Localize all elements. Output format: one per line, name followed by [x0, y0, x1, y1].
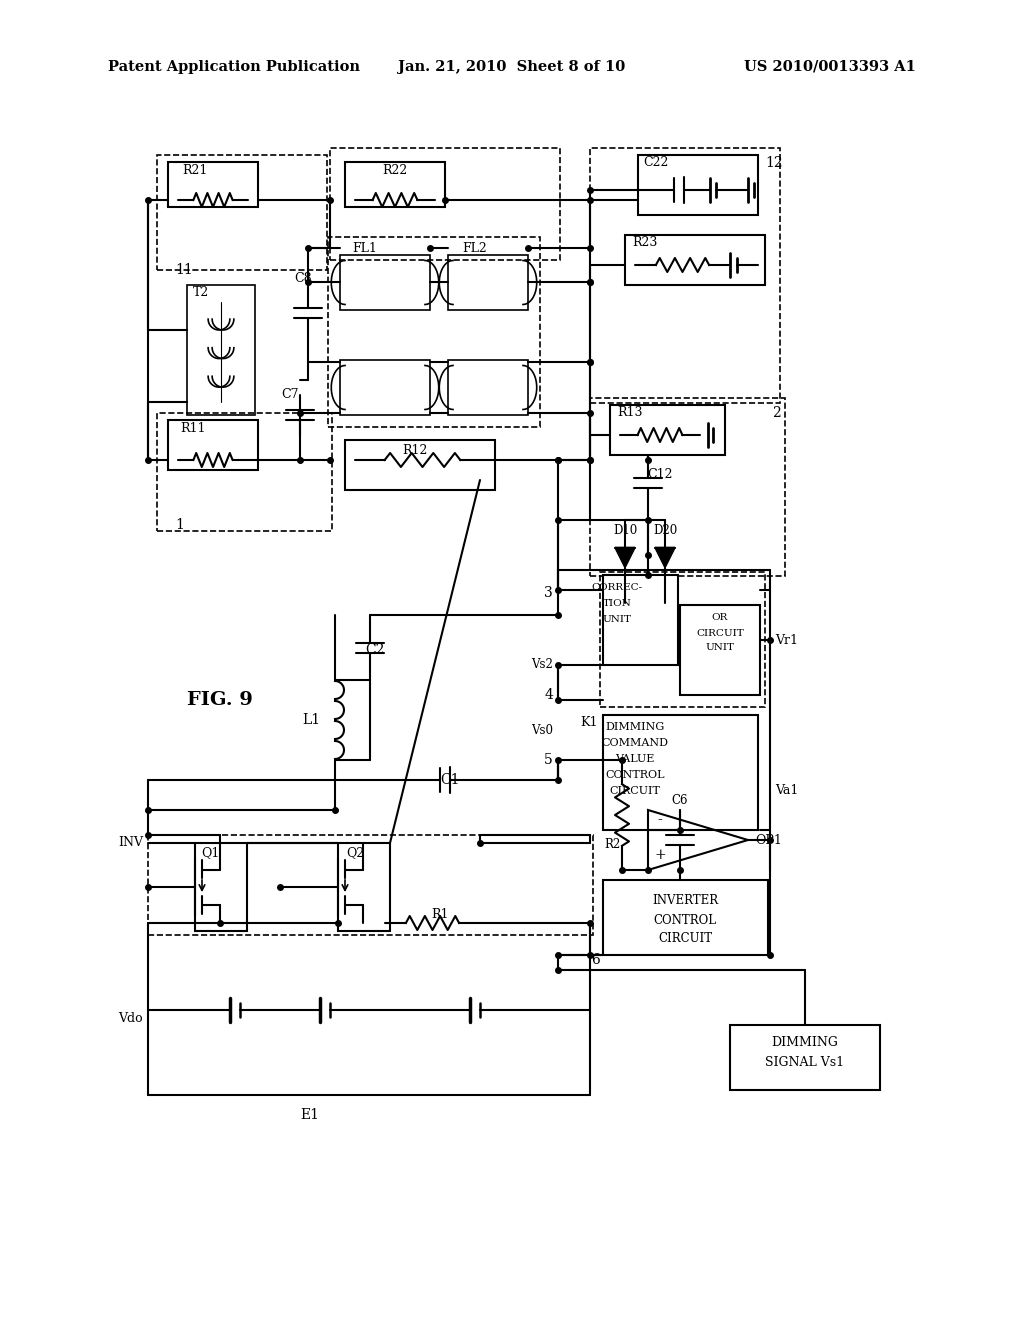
Text: R21: R21 [182, 164, 208, 177]
Text: T2: T2 [193, 285, 209, 298]
Text: FL2: FL2 [463, 242, 487, 255]
Text: COMMAND: COMMAND [601, 738, 669, 748]
Text: Vr1: Vr1 [775, 634, 798, 647]
Bar [168, 162, 258, 207]
Text: 1: 1 [175, 517, 184, 532]
Bar [590, 148, 780, 403]
Text: INVERTER: INVERTER [652, 894, 718, 907]
Bar [157, 413, 332, 531]
Bar [603, 715, 758, 830]
Text: C7: C7 [282, 388, 299, 401]
Text: FIG. 9: FIG. 9 [187, 690, 253, 709]
Polygon shape [655, 548, 675, 568]
Text: OR: OR [712, 612, 728, 622]
Text: Vs0: Vs0 [531, 723, 553, 737]
Bar [338, 843, 390, 931]
Text: R11: R11 [180, 421, 206, 434]
Bar [638, 154, 758, 215]
Text: US 2010/0013393 A1: US 2010/0013393 A1 [744, 59, 916, 74]
Bar [610, 405, 725, 455]
Text: Jan. 21, 2010  Sheet 8 of 10: Jan. 21, 2010 Sheet 8 of 10 [398, 59, 626, 74]
Bar [345, 162, 445, 207]
Text: +: + [654, 847, 666, 862]
Text: E1: E1 [300, 1107, 319, 1122]
Text: D20: D20 [653, 524, 677, 536]
Bar [449, 360, 528, 414]
Bar [148, 836, 593, 935]
Text: CIRCUIT: CIRCUIT [696, 628, 743, 638]
Text: C2: C2 [366, 643, 385, 657]
Bar [680, 605, 760, 696]
Bar [330, 148, 560, 260]
Text: R13: R13 [617, 407, 643, 420]
Text: OP1: OP1 [755, 833, 782, 846]
Text: CORREC-: CORREC- [592, 582, 643, 591]
Text: Q2: Q2 [346, 846, 365, 859]
Text: C8: C8 [294, 272, 312, 285]
Text: R23: R23 [632, 236, 657, 249]
Bar [603, 576, 678, 665]
Bar [449, 255, 528, 310]
Text: C1: C1 [440, 774, 460, 787]
Text: UNIT: UNIT [706, 644, 734, 652]
Text: UNIT: UNIT [602, 615, 632, 624]
Text: 5: 5 [544, 752, 553, 767]
Text: Vs2: Vs2 [531, 659, 553, 672]
Text: TION: TION [602, 598, 632, 607]
Text: C6: C6 [672, 793, 688, 807]
Text: L1: L1 [302, 713, 319, 727]
Bar [600, 572, 765, 708]
Bar [168, 420, 258, 470]
Text: C12: C12 [647, 469, 673, 482]
Text: DIMMING: DIMMING [605, 722, 665, 733]
Text: Va1: Va1 [775, 784, 799, 796]
Text: Vdo: Vdo [119, 1011, 143, 1024]
Text: -: - [657, 813, 663, 828]
Text: R1: R1 [431, 908, 449, 921]
Bar [187, 285, 255, 414]
Bar [603, 880, 768, 954]
Text: D10: D10 [613, 524, 637, 536]
Bar [157, 154, 327, 271]
Bar [345, 440, 495, 490]
Text: CONTROL: CONTROL [605, 770, 665, 780]
Text: R2: R2 [604, 838, 621, 851]
Text: Patent Application Publication: Patent Application Publication [108, 59, 360, 74]
Text: CIRCUIT: CIRCUIT [658, 932, 712, 945]
Text: K1: K1 [581, 715, 598, 729]
Text: 6: 6 [591, 953, 600, 968]
Text: SIGNAL Vs1: SIGNAL Vs1 [765, 1056, 845, 1068]
Text: C22: C22 [643, 157, 669, 169]
Bar [195, 843, 247, 931]
Text: INV: INV [118, 836, 143, 849]
Text: VALUE: VALUE [615, 754, 654, 764]
Text: CIRCUIT: CIRCUIT [609, 785, 660, 796]
Polygon shape [615, 548, 635, 568]
Text: R22: R22 [382, 164, 408, 177]
Text: 11: 11 [175, 263, 193, 277]
Text: DIMMING: DIMMING [771, 1036, 839, 1049]
Bar [625, 235, 765, 285]
Bar [730, 1026, 880, 1090]
Bar [340, 255, 430, 310]
Text: FL1: FL1 [352, 242, 378, 255]
Text: CONTROL: CONTROL [653, 913, 717, 927]
Text: Q1: Q1 [201, 846, 219, 859]
Text: 2: 2 [772, 407, 780, 420]
Text: 12: 12 [765, 156, 782, 170]
Text: 4: 4 [544, 688, 553, 702]
Bar [590, 399, 785, 576]
Bar [328, 238, 540, 426]
Text: 3: 3 [544, 586, 553, 601]
Bar [340, 360, 430, 414]
Text: R12: R12 [402, 444, 428, 457]
